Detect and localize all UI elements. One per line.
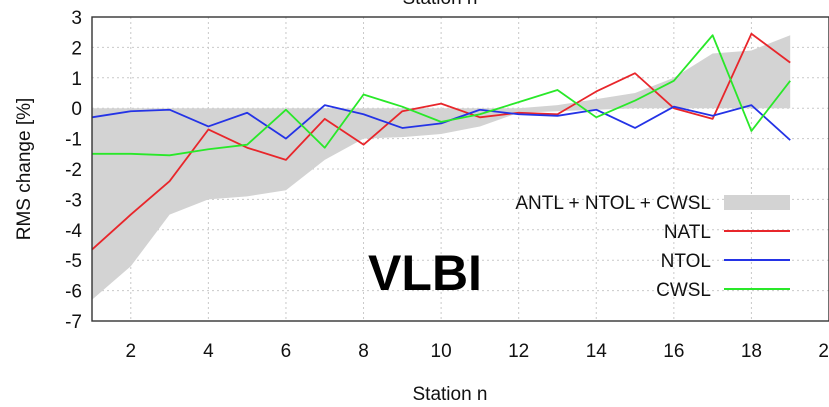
- legend: ANTL + NTOL + CWSL NATL NTOL CWSL: [515, 193, 790, 301]
- vlbi-annotation: VLBI: [368, 245, 482, 301]
- y-tick-label: -3: [65, 190, 82, 211]
- y-tick-label: -4: [65, 221, 82, 242]
- legend-swatch-band: [724, 195, 790, 210]
- legend-label: CWSL: [656, 280, 711, 301]
- y-tick-label: -7: [65, 312, 82, 333]
- y-tick-label: 3: [71, 8, 82, 29]
- legend-label: NTOL: [661, 251, 711, 272]
- band-antl-ntol-cwsl: [92, 35, 791, 300]
- y-tick-label: -6: [65, 282, 82, 303]
- y-axis-title: RMS change [%]: [14, 98, 35, 241]
- x-tick-label: 2: [126, 341, 137, 362]
- x-tick-label: 4: [203, 341, 214, 362]
- series-line-natl: [91, 32, 791, 251]
- y-tick-label: -5: [65, 251, 82, 272]
- legend-label: NATL: [664, 222, 711, 243]
- plot-frame: [91, 16, 829, 322]
- series-layer: [91, 32, 791, 251]
- y-tick-label: 1: [71, 69, 82, 90]
- y-tick-label: 2: [71, 38, 82, 59]
- y-tick-label: -2: [65, 160, 82, 181]
- x-tick-label: 12: [508, 341, 529, 362]
- band-layer: [92, 35, 791, 300]
- x-tick-label: 14: [586, 341, 608, 362]
- x-tick-label: 20: [818, 341, 829, 362]
- series-line-cwsl: [92, 34, 791, 157]
- x-tick-label: 18: [741, 341, 762, 362]
- x-tick-label: 8: [358, 341, 369, 362]
- x-tick-label: 6: [281, 341, 292, 362]
- y-tick-label: 0: [71, 99, 82, 120]
- y-tick-label: -1: [65, 130, 82, 151]
- x-tick-label: 10: [431, 341, 452, 362]
- x-tick-label: 16: [663, 341, 684, 362]
- x-axis-title: Station n: [413, 384, 488, 405]
- series-line-ntol: [91, 104, 791, 141]
- top-axis-title: Station n: [403, 0, 478, 9]
- legend-label: ANTL + NTOL + CWSL: [515, 193, 711, 214]
